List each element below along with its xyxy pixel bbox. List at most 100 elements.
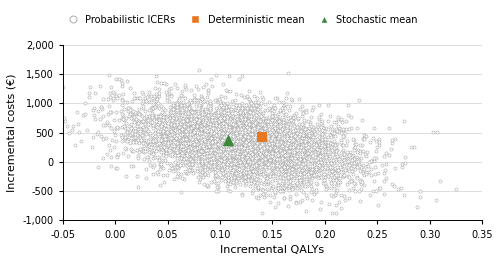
Point	[176, 143, 184, 147]
Point	[230, 142, 237, 146]
Point	[218, 143, 226, 147]
Point	[232, 156, 239, 160]
Point	[308, 160, 316, 165]
Point	[314, 141, 322, 145]
Point	[296, 171, 304, 175]
Point	[276, 139, 283, 143]
Point	[274, 157, 281, 162]
Point	[257, 158, 265, 162]
Point	[206, 121, 214, 125]
Point	[271, 122, 279, 126]
Point	[193, 142, 201, 146]
Point	[342, 182, 350, 186]
Point	[231, 115, 239, 119]
Point	[312, 172, 320, 176]
Point	[160, 180, 168, 184]
Point	[268, 136, 276, 140]
Point	[282, 112, 290, 116]
Point	[166, 152, 174, 157]
Point	[208, 115, 216, 119]
Point	[226, 151, 234, 156]
Point	[254, 155, 262, 159]
Point	[307, 180, 315, 184]
Point	[238, 118, 246, 122]
Point	[193, 131, 201, 135]
Point	[266, 157, 274, 161]
Point	[333, 161, 341, 165]
Point	[339, 151, 347, 155]
Point	[224, 131, 232, 135]
Point	[296, 97, 304, 101]
Point	[198, 146, 205, 150]
Point	[260, 152, 268, 156]
Point	[188, 109, 196, 113]
Point	[226, 189, 234, 193]
Point	[190, 124, 198, 128]
Point	[247, 105, 255, 110]
Point	[193, 166, 201, 170]
Point	[263, 157, 271, 161]
Point	[320, 145, 328, 149]
Point	[179, 159, 187, 163]
Point	[292, 141, 300, 145]
Point	[258, 113, 266, 117]
Point	[269, 140, 277, 144]
Point	[234, 168, 242, 172]
Point	[269, 159, 277, 163]
Point	[263, 163, 271, 167]
Point	[91, 117, 99, 121]
Point	[210, 115, 218, 119]
Point	[253, 151, 261, 155]
Point	[194, 119, 202, 124]
Point	[287, 97, 295, 101]
Point	[184, 114, 192, 118]
Point	[298, 142, 306, 146]
Point	[216, 156, 224, 161]
Point	[192, 149, 200, 154]
Point	[220, 156, 228, 160]
Point	[198, 125, 205, 130]
Point	[306, 134, 314, 138]
Point	[333, 129, 341, 133]
Point	[194, 117, 202, 122]
Point	[248, 129, 256, 133]
Point	[257, 143, 265, 147]
Point	[164, 142, 172, 146]
Point	[198, 107, 205, 111]
Point	[184, 171, 192, 175]
Point	[261, 146, 269, 150]
Point	[271, 191, 279, 195]
Point	[218, 131, 226, 135]
Point	[176, 132, 184, 136]
Point	[144, 114, 152, 118]
Point	[280, 152, 288, 157]
Point	[220, 143, 228, 147]
Point	[202, 133, 210, 137]
Point	[178, 128, 186, 132]
Point	[273, 134, 281, 139]
Point	[262, 108, 270, 112]
Point	[138, 90, 145, 94]
Point	[188, 137, 196, 141]
Point	[216, 142, 224, 146]
Point	[160, 122, 168, 126]
Point	[156, 141, 164, 145]
Point	[142, 138, 150, 142]
Point	[298, 176, 306, 180]
Point	[267, 146, 275, 150]
Point	[282, 152, 290, 156]
Point	[188, 123, 196, 128]
Point	[182, 155, 190, 159]
Point	[226, 143, 234, 147]
Point	[272, 132, 280, 136]
Point	[243, 113, 251, 117]
Point	[241, 128, 249, 133]
Point	[284, 164, 292, 168]
Point	[102, 135, 110, 140]
Point	[151, 143, 159, 147]
Point	[174, 105, 182, 109]
Point	[328, 168, 336, 173]
Point	[134, 127, 142, 131]
Point	[270, 156, 278, 160]
Point	[250, 163, 258, 168]
